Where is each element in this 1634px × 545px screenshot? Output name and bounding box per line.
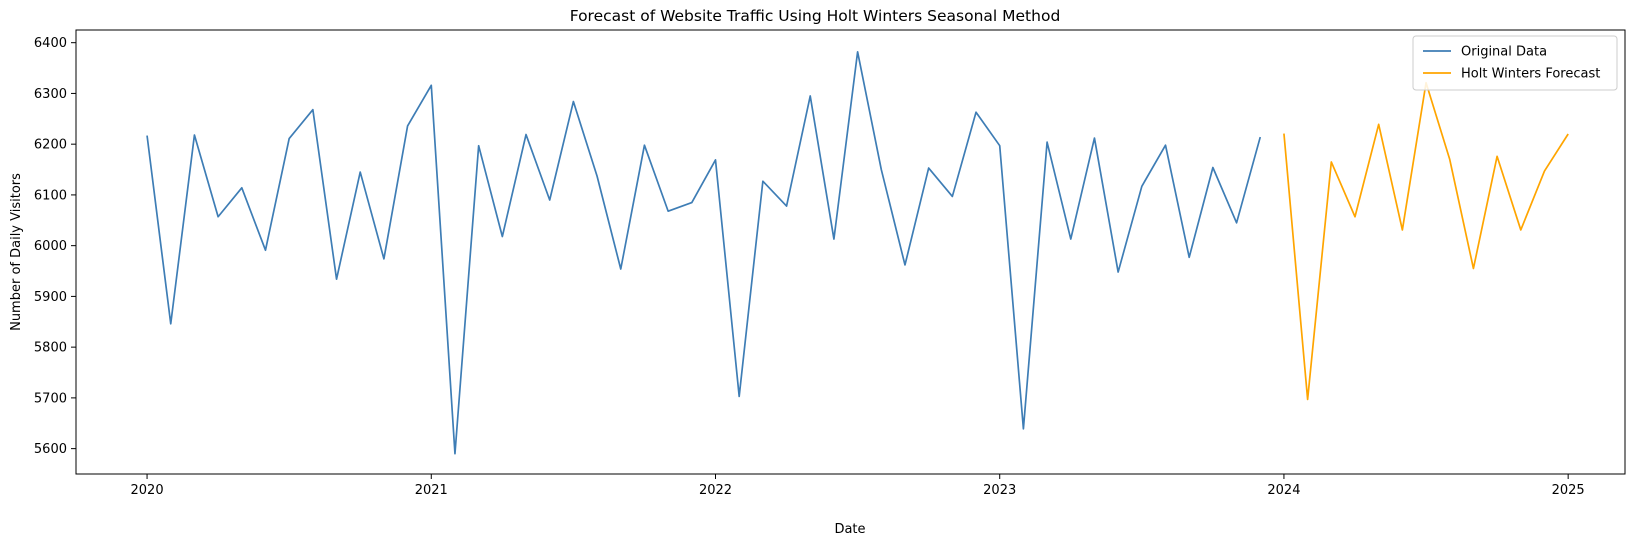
legend: Original Data Holt Winters Forecast: [1412, 35, 1618, 91]
y-axis-title: Number of Daily Visitors: [9, 173, 24, 331]
series-line-0: [146, 50, 1262, 455]
series-line-1: [1283, 81, 1569, 401]
y-tick-label: 5900: [34, 290, 67, 305]
legend-box: [1412, 35, 1618, 91]
y-tick-label: 6300: [34, 87, 67, 102]
legend-label-1: Holt Winters Forecast: [1461, 67, 1600, 82]
x-tick-label: 2025: [1552, 483, 1585, 498]
x-tick-label: 2024: [1267, 483, 1300, 498]
x-axis: 2020 2021 2022 2023 2024 2025: [131, 474, 1585, 498]
x-tick-label: 2020: [131, 483, 164, 498]
plot-frame: [75, 29, 1626, 475]
x-tick-label: 2022: [699, 483, 732, 498]
y-tick-label: 6400: [34, 36, 67, 51]
x-tick-label: 2021: [415, 483, 448, 498]
x-tick-label: 2023: [983, 483, 1016, 498]
y-tick-label: 6200: [34, 138, 67, 153]
y-axis: 5600 5700 5800 5900 6000 6100 6200 6300 6400: [34, 36, 76, 457]
y-tick-label: 6100: [34, 188, 67, 203]
y-tick-label: 5600: [34, 442, 67, 457]
x-axis-title: Date: [834, 522, 865, 537]
plot-lines: [146, 50, 1569, 455]
y-tick-label: 5800: [34, 341, 67, 356]
y-tick-label: 5700: [34, 391, 67, 406]
y-tick-label: 6000: [34, 239, 67, 254]
chart-title: Forecast of Website Traffic Using Holt W…: [570, 7, 1061, 25]
legend-label-0: Original Data: [1461, 45, 1547, 60]
